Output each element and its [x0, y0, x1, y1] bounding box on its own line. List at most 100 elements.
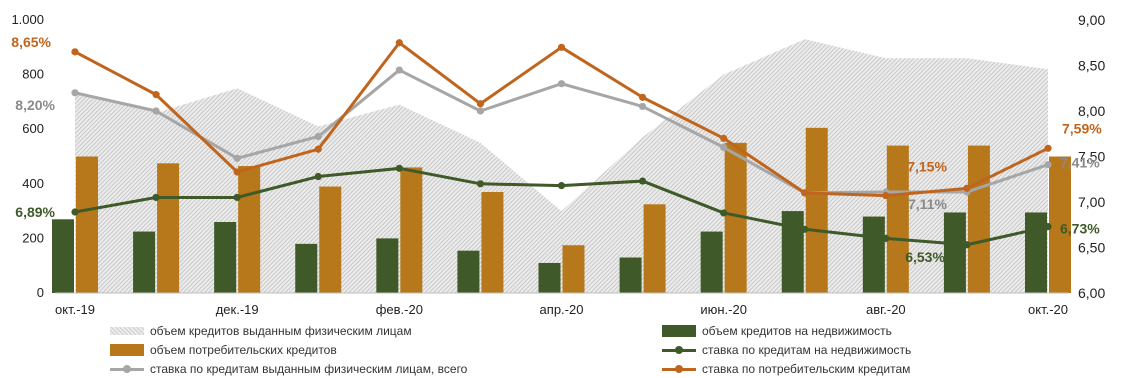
line-point [314, 145, 322, 153]
y-left-tick-label: 400 [22, 176, 44, 191]
line-point [1044, 222, 1052, 231]
line-point [638, 93, 647, 101]
line-point [801, 189, 809, 197]
y-right-tick-label: 8,00 [1078, 103, 1105, 119]
legend-item-total-volume: объем кредитов выданным физическим лицам [110, 322, 412, 340]
legend-swatch-line [662, 363, 696, 375]
legend-swatch-line [110, 363, 144, 375]
bar-mortgage-volume [538, 262, 561, 293]
line-point [395, 66, 403, 74]
legend-item-mortgage-rate: ставка по кредитам на недвижимость [662, 341, 911, 359]
line-point [1044, 144, 1052, 152]
bar-mortgage-volume [1025, 212, 1047, 293]
line-point [638, 102, 647, 111]
data-label: 6,73% [1060, 221, 1100, 237]
x-tick-label: фев.-20 [376, 302, 423, 317]
line-point [476, 100, 485, 108]
line-point [71, 48, 79, 56]
chart-legend: объем кредитов выданным физическим лицам… [0, 322, 1125, 378]
legend-label: ставка по кредитам выданным физическим л… [150, 362, 468, 376]
bar-mortgage-volume [943, 212, 966, 293]
x-tick-label: июн.-20 [700, 302, 747, 317]
data-label: 7,41% [1060, 155, 1100, 171]
legend-label: объем кредитов выданным физическим лицам [150, 324, 412, 338]
line-point [557, 80, 566, 88]
line-point [720, 134, 728, 142]
bar-mortgage-volume [295, 243, 318, 293]
line-point [1044, 161, 1052, 169]
bar-consumer-volume [238, 166, 261, 293]
y-right-tick-label: 6,00 [1078, 285, 1105, 301]
data-label: 7,11% [908, 196, 947, 212]
bar-mortgage-volume [862, 216, 885, 293]
line-point [476, 107, 485, 115]
y-right-tick-label: 9,00 [1078, 12, 1105, 28]
y-left-tick-label: 600 [22, 121, 44, 136]
line-point [720, 143, 728, 151]
bar-mortgage-volume [214, 222, 237, 293]
bar-consumer-volume [724, 142, 747, 293]
legend-item-consumer-rate: ставка по потребительским кредитам [662, 360, 910, 378]
line-point [233, 154, 241, 162]
bar-consumer-volume [400, 167, 423, 293]
legend-item-mortgage-volume: объем кредитов на недвижимость [662, 322, 892, 340]
line-point [233, 193, 241, 202]
chart-plot: окт.-19 дек.-19 фев.-20 апр.-20 июн.-20 авг.-… [11, 12, 1105, 317]
bar-mortgage-volume [376, 238, 399, 293]
line-point [476, 180, 485, 188]
line-point [395, 164, 403, 172]
data-label: 6,89% [15, 204, 55, 220]
data-label: 7,15% [907, 158, 947, 174]
line-point [963, 184, 971, 192]
line-point [638, 177, 647, 185]
bar-consumer-volume [562, 245, 585, 293]
x-tick-label: окт.-19 [55, 302, 95, 317]
data-label: 7,59% [1062, 120, 1102, 136]
bar-mortgage-volume [619, 257, 642, 293]
line-point [882, 234, 890, 242]
y-left-tick-label: 0 [37, 285, 44, 300]
data-label: 8,65% [11, 34, 51, 50]
bar-consumer-volume [481, 191, 504, 293]
y-right-tick-label: 6,50 [1078, 240, 1105, 256]
line-point [963, 241, 971, 249]
legend-label: объем кредитов на недвижимость [702, 324, 892, 338]
line-point [233, 168, 241, 176]
y-left-tick-label: 1.000 [11, 12, 44, 27]
bar-mortgage-volume [781, 211, 804, 293]
bar-consumer-volume [643, 204, 666, 293]
legend-item-total-rate: ставка по кредитам выданным физическим л… [110, 360, 467, 378]
y-right-tick-label: 7,00 [1078, 194, 1105, 210]
x-tick-label: окт.-20 [1028, 302, 1068, 317]
line-point [314, 172, 322, 181]
line-point [720, 209, 728, 217]
legend-label: ставка по потребительским кредитам [702, 362, 911, 376]
line-point [314, 132, 322, 141]
x-tick-label: дек.-19 [216, 302, 259, 317]
line-point [801, 225, 809, 233]
line-point [71, 89, 79, 97]
line-point [557, 43, 566, 51]
bar-consumer-volume [886, 145, 909, 293]
legend-label: объем потребительских кредитов [150, 343, 337, 357]
y-left-tick-label: 800 [22, 67, 44, 82]
legend-swatch-bar [662, 325, 696, 337]
data-label: 6,53% [905, 249, 945, 265]
bar-consumer-volume [967, 145, 990, 293]
y-right-tick-label: 7,50 [1078, 149, 1105, 165]
y-right-tick-label: 8,50 [1078, 58, 1105, 74]
bar-mortgage-volume [133, 231, 156, 293]
line-point [71, 208, 79, 216]
legend-item-consumer-volume: объем потребительских кредитов [110, 341, 337, 359]
bar-mortgage-volume [52, 219, 74, 293]
line-point [152, 107, 160, 115]
bar-mortgage-volume [700, 231, 723, 293]
bar-consumer-volume [157, 163, 180, 293]
line-point [395, 39, 403, 47]
x-tick-label: авг.-20 [866, 302, 906, 317]
bar-consumer-volume [76, 156, 98, 293]
legend-swatch-line [662, 344, 696, 356]
x-tick-label: апр.-20 [540, 302, 584, 317]
legend-swatch-area [110, 327, 144, 335]
bar-consumer-volume [805, 127, 828, 294]
